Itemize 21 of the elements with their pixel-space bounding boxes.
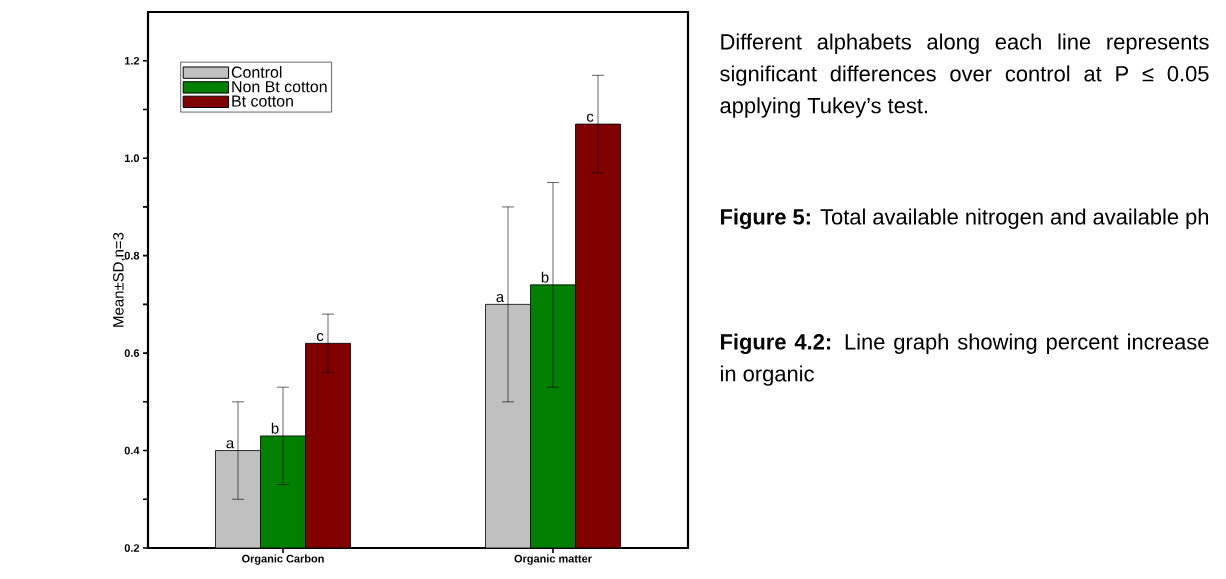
y-tick-label: 0.8 <box>124 251 140 260</box>
legend-label: Non Bt cotton <box>232 81 327 93</box>
text: Figure 5: Total available nitrogen and available ph <box>721 208 1209 230</box>
text: Figure 4.2: Line graph showing percent increase in organic <box>721 333 1209 386</box>
data-label: a <box>496 293 505 303</box>
data-label: b <box>541 271 549 283</box>
y-tick-label: 1.2 <box>124 56 140 65</box>
data-label: b <box>271 422 279 434</box>
data-label: c <box>586 113 594 122</box>
legend-label: Bt cotton <box>232 95 293 107</box>
data-label: c <box>316 332 324 342</box>
y-tick-label: 1.0 <box>124 154 140 163</box>
y-axis-title: Mean±SD,n=3 <box>113 232 126 327</box>
y-tick-label: 0.6 <box>124 349 140 357</box>
legend-label: Control <box>231 66 282 78</box>
x-tick-label: Organic Carbon <box>242 554 324 565</box>
text: Different alphabets along each line represents significant differences over control at P ≤ 0.05 applying Tukey’s test. <box>720 33 1209 118</box>
y-tick-label: 0.2 <box>124 544 140 552</box>
data-label: a <box>226 440 235 449</box>
y-tick-label: 0.4 <box>124 446 140 455</box>
x-tick-label: Organic matter <box>514 554 592 565</box>
